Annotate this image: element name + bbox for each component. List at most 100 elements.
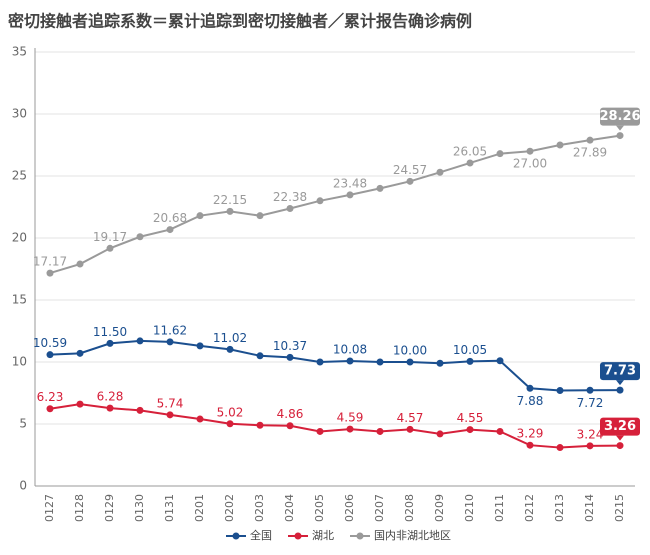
data-label: 7.88	[517, 394, 544, 408]
point	[616, 132, 624, 140]
point	[46, 269, 54, 277]
y-tick-label: 30	[12, 107, 27, 121]
legend-label: 全国	[250, 528, 272, 542]
point	[196, 342, 204, 350]
x-tick-label: 0208	[403, 494, 416, 522]
point	[106, 404, 114, 412]
point	[196, 415, 204, 423]
data-label: 4.59	[337, 411, 364, 425]
series-line	[49, 339, 621, 392]
data-label: 17.17	[33, 255, 67, 269]
data-label: 3.24	[577, 427, 604, 441]
x-tick-label: 0130	[133, 494, 146, 522]
point	[256, 421, 264, 429]
point	[376, 358, 384, 366]
y-tick-label: 25	[12, 169, 27, 183]
data-label: 28.26	[599, 109, 640, 124]
point	[136, 406, 144, 414]
point	[166, 411, 174, 419]
point	[586, 442, 594, 450]
data-label: 10.05	[453, 343, 487, 357]
legend-label: 湖北	[312, 529, 334, 542]
point	[526, 147, 534, 155]
point	[286, 353, 294, 361]
point	[466, 357, 474, 365]
legend-item: 国内非湖北地区	[350, 528, 451, 542]
point	[106, 244, 114, 252]
data-label: 7.72	[577, 396, 604, 410]
point	[286, 204, 294, 212]
point	[376, 184, 384, 192]
x-tick-label: 0207	[373, 494, 386, 522]
point	[436, 168, 444, 176]
legend-marker	[294, 532, 302, 540]
x-tick-label: 0203	[253, 494, 266, 522]
data-label: 27.00	[513, 157, 547, 171]
point	[76, 400, 84, 408]
point	[286, 422, 294, 430]
point	[616, 386, 624, 394]
data-label: 11.50	[93, 325, 127, 339]
data-label: 4.86	[277, 407, 304, 421]
series-line	[49, 403, 621, 449]
x-tick-label: 0206	[343, 494, 356, 522]
point	[316, 358, 324, 366]
point	[196, 212, 204, 220]
label-pointer	[616, 125, 624, 131]
x-tick-label: 0213	[553, 494, 566, 522]
point	[226, 345, 234, 353]
y-tick-label: 35	[12, 45, 27, 59]
point	[406, 177, 414, 185]
point	[586, 386, 594, 394]
point	[256, 352, 264, 360]
point	[376, 427, 384, 435]
point	[316, 197, 324, 205]
data-label: 23.48	[333, 176, 367, 190]
point	[616, 442, 624, 450]
data-label: 19.17	[93, 230, 127, 244]
legend-marker	[356, 532, 364, 540]
label-pointer	[616, 380, 624, 386]
point	[436, 359, 444, 367]
point	[226, 420, 234, 428]
data-label: 6.28	[97, 390, 124, 404]
point	[406, 425, 414, 433]
point	[76, 349, 84, 357]
data-label: 4.57	[397, 411, 424, 425]
x-tick-label: 0204	[283, 494, 296, 522]
data-label: 5.74	[157, 396, 184, 410]
data-label: 4.55	[457, 411, 484, 425]
point	[226, 207, 234, 215]
series-line	[49, 134, 621, 275]
x-tick-label: 0214	[583, 494, 596, 522]
legend-item: 全国	[226, 528, 272, 542]
point	[496, 357, 504, 365]
point	[586, 136, 594, 144]
point	[556, 444, 564, 452]
label-box	[600, 107, 640, 126]
data-label: 10.37	[273, 339, 307, 353]
y-tick-label: 15	[12, 293, 27, 307]
point	[136, 337, 144, 345]
point	[136, 233, 144, 241]
data-label: 10.00	[393, 344, 427, 358]
data-label: 7.73	[604, 364, 636, 379]
data-label: 22.15	[213, 193, 247, 207]
point	[106, 339, 114, 347]
legend-item: 湖北	[288, 529, 334, 542]
data-label: 6.23	[37, 390, 64, 404]
data-label: 27.89	[573, 146, 607, 160]
point	[46, 351, 54, 359]
x-tick-label: 0127	[43, 494, 56, 522]
data-label: 10.08	[333, 343, 367, 357]
chart-title: 密切接触者追踪系数＝累计追踪到密切接触者／累计报告确诊病例	[7, 12, 472, 31]
label-pointer	[616, 435, 624, 441]
point	[76, 260, 84, 268]
x-tick-label: 0212	[523, 494, 536, 522]
point	[526, 384, 534, 392]
point	[166, 338, 174, 346]
point	[496, 427, 504, 435]
data-label: 3.29	[517, 427, 544, 441]
point	[346, 191, 354, 199]
